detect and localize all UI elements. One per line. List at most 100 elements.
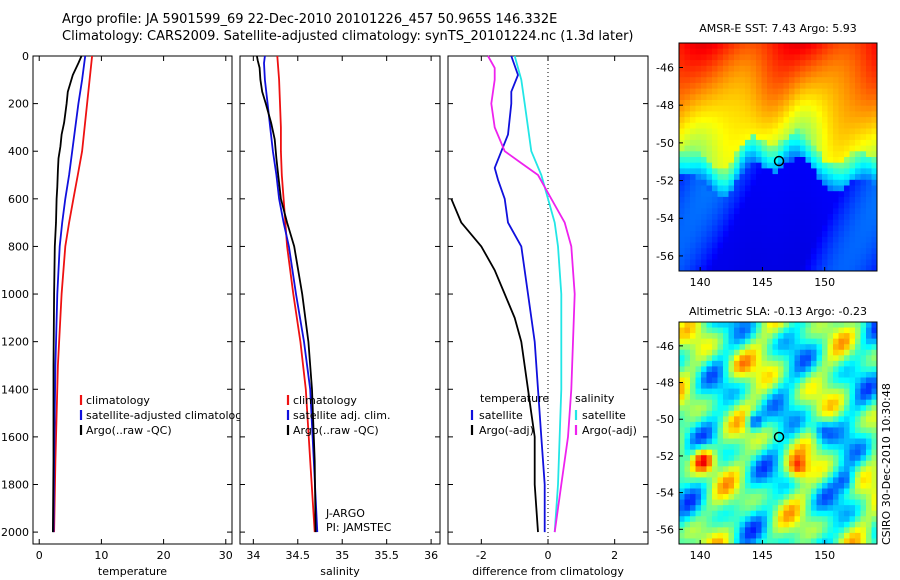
heatmap-cell (866, 322, 872, 328)
heatmap-cell (756, 471, 762, 478)
heatmap-cell (679, 60, 685, 67)
heatmap-cell (679, 236, 685, 243)
heatmap-cell (800, 383, 806, 389)
heatmap-cell (816, 482, 823, 489)
heatmap-cell (833, 77, 839, 84)
heatmap-cell (701, 94, 707, 101)
heatmap-cell (833, 105, 839, 112)
heatmap-cell (827, 248, 834, 255)
heatmap-cell (860, 349, 867, 356)
heatmap-cell (684, 117, 691, 124)
heatmap-cell (871, 505, 878, 512)
heatmap-cell (855, 444, 861, 451)
heatmap-cell (805, 174, 812, 181)
heatmap-cell (767, 371, 773, 378)
heatmap-cell (794, 538, 801, 545)
heatmap-cell (712, 499, 718, 506)
heatmap-cell (756, 60, 762, 67)
heatmap-cell (734, 134, 740, 141)
heatmap-cell (739, 128, 746, 135)
heatmap-cell (767, 344, 773, 351)
heatmap-cell (701, 416, 707, 423)
heatmap-cell (789, 77, 795, 84)
heatmap-cell (778, 259, 784, 266)
heatmap-cell (789, 521, 795, 528)
heatmap-cell (783, 322, 790, 328)
heatmap-cell (684, 338, 691, 345)
heatmap-cell (701, 499, 707, 506)
heatmap-cell (690, 444, 696, 451)
heatmap-cell (783, 259, 790, 266)
heatmap-cell (844, 482, 850, 489)
heatmap-cell (855, 488, 861, 495)
heatmap-cell (816, 162, 823, 169)
heatmap-cell (750, 460, 757, 467)
heatmap-cell (789, 139, 795, 146)
heatmap-cell (871, 225, 878, 232)
heatmap-cell (827, 105, 834, 112)
heatmap-cell (778, 82, 784, 89)
heatmap-cell (706, 122, 713, 129)
heatmap-cell (778, 157, 784, 164)
heatmap-cell (690, 360, 696, 367)
heatmap-cell (844, 94, 850, 101)
heatmap-cell (800, 196, 806, 203)
heatmap-cell (805, 383, 812, 389)
heatmap-cell (849, 236, 856, 243)
heatmap-cell (871, 410, 878, 417)
heatmap-cell (778, 371, 784, 378)
heatmap-cell (750, 219, 757, 226)
heatmap-cell (734, 488, 740, 495)
heatmap-cell (772, 349, 779, 356)
heatmap-cell (783, 444, 790, 451)
heatmap-cell (712, 405, 718, 412)
heatmap-cell (822, 460, 828, 467)
heatmap-cell (860, 82, 867, 89)
heatmap-cell (712, 185, 718, 192)
heatmap-cell (827, 505, 834, 512)
heatmap-cell (717, 231, 724, 238)
heatmap-cell (701, 355, 707, 362)
heatmap-cell (866, 455, 872, 462)
heatmap-cell (717, 355, 724, 362)
heatmap-cell (695, 410, 702, 417)
y-tick-label: 1600 (1, 431, 29, 444)
heatmap-cell (695, 145, 702, 152)
heatmap-cell (723, 54, 729, 61)
heatmap-cell (789, 471, 795, 478)
heatmap-cell (701, 510, 707, 517)
heatmap-cell (684, 43, 691, 50)
heatmap-cell (690, 438, 696, 445)
heatmap-cell (756, 65, 762, 72)
heatmap-cell (844, 214, 850, 221)
heatmap-cell (772, 377, 779, 384)
heatmap-cell (849, 100, 856, 107)
heatmap-cell (833, 427, 839, 434)
heatmap-cell (811, 179, 817, 186)
heatmap-cell (679, 521, 685, 528)
heatmap-cell (750, 377, 757, 384)
heatmap-cell (800, 145, 806, 152)
heatmap-cell (866, 360, 872, 367)
heatmap-cell (739, 322, 746, 328)
heatmap-cell (822, 48, 828, 55)
heatmap-cell (706, 399, 713, 406)
heatmap-cell (772, 410, 779, 417)
heatmap-cell (849, 455, 856, 462)
heatmap-cell (866, 162, 872, 169)
heatmap-cell (739, 94, 746, 101)
heatmap-cell (805, 455, 812, 462)
heatmap-cell (838, 168, 845, 175)
heatmap-cell (756, 366, 762, 373)
heatmap-cell (844, 371, 850, 378)
heatmap-cell (690, 122, 696, 129)
heatmap-cell (739, 259, 746, 266)
heatmap-cell (816, 157, 823, 164)
heatmap-cell (679, 225, 685, 232)
heatmap-cell (855, 71, 861, 78)
heatmap-cell (712, 179, 718, 186)
heatmap-cell (728, 538, 735, 545)
heatmap-cell (866, 202, 872, 209)
heatmap-cell (734, 421, 740, 428)
heatmap-cell (684, 516, 691, 523)
